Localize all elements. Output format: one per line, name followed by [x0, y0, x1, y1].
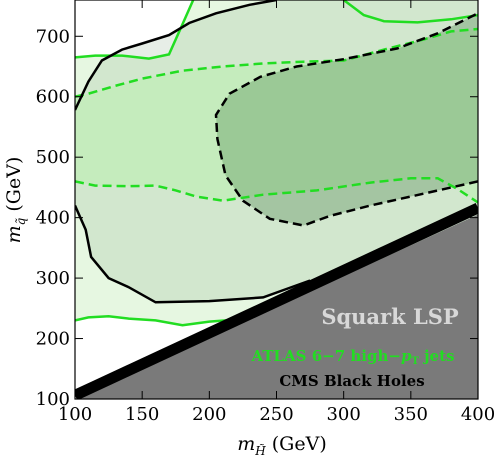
atlas-label-text: ATLAS 6−7 high− [251, 347, 401, 365]
cms-solid-contour-upper [75, 0, 277, 111]
x-axis-title-sub: H̃ [254, 443, 266, 458]
y-tick-label: 100 [36, 389, 70, 410]
x-axis-title: mH̃ (GeV) [237, 433, 327, 458]
atlas-dashed-contour-lower [75, 177, 478, 204]
x-tick-label: 150 [125, 404, 159, 425]
x-tick-label: 400 [461, 404, 495, 425]
squark-lsp-border [75, 202, 478, 399]
y-axis-title-unit: (GeV) [3, 157, 25, 218]
x-tick-label: 300 [326, 404, 360, 425]
y-tick-label: 500 [36, 147, 70, 168]
y-tick-label: 400 [36, 208, 70, 229]
atlas-label: ATLAS 6−7 high−pT jets [251, 347, 455, 367]
x-tick-label: 350 [394, 404, 428, 425]
x-axis: 100 150 200 250 300 350 400 [58, 0, 495, 425]
cms-dashed-contour [214, 12, 478, 227]
y-tick-label: 200 [36, 329, 70, 350]
y-tick-label: 700 [36, 26, 70, 47]
y-axis-title: mq̃ (GeV) [3, 157, 28, 244]
atlas-label-pt-sub: T [411, 356, 419, 367]
y-tick-label: 600 [36, 87, 70, 108]
atlas-solid-contour-upper [75, 0, 195, 60]
atlas-label-pt: p [401, 347, 412, 365]
cms-solid-contour-lower [75, 204, 311, 304]
x-tick-label: 250 [259, 404, 293, 425]
y-axis-title-main: m [3, 225, 25, 243]
cms-label: CMS Black Holes [279, 372, 424, 390]
cms-excluded-region-inner [216, 13, 478, 226]
x-tick-label: 200 [192, 404, 226, 425]
x-axis-title-unit: (GeV) [266, 433, 327, 455]
y-axis-title-sub: q̃ [14, 217, 28, 225]
y-tick-label: 300 [36, 268, 70, 289]
atlas-label-tail: jets [419, 347, 455, 365]
plot-area [75, 0, 478, 399]
x-axis-title-main: m [237, 433, 255, 455]
atlas-solid-contour-upper-right [342, 0, 478, 24]
x-tick-label: 100 [58, 404, 92, 425]
y-axis: 100 200 300 400 500 600 700 [36, 26, 478, 410]
squark-lsp-label: Squark LSP [321, 304, 459, 329]
